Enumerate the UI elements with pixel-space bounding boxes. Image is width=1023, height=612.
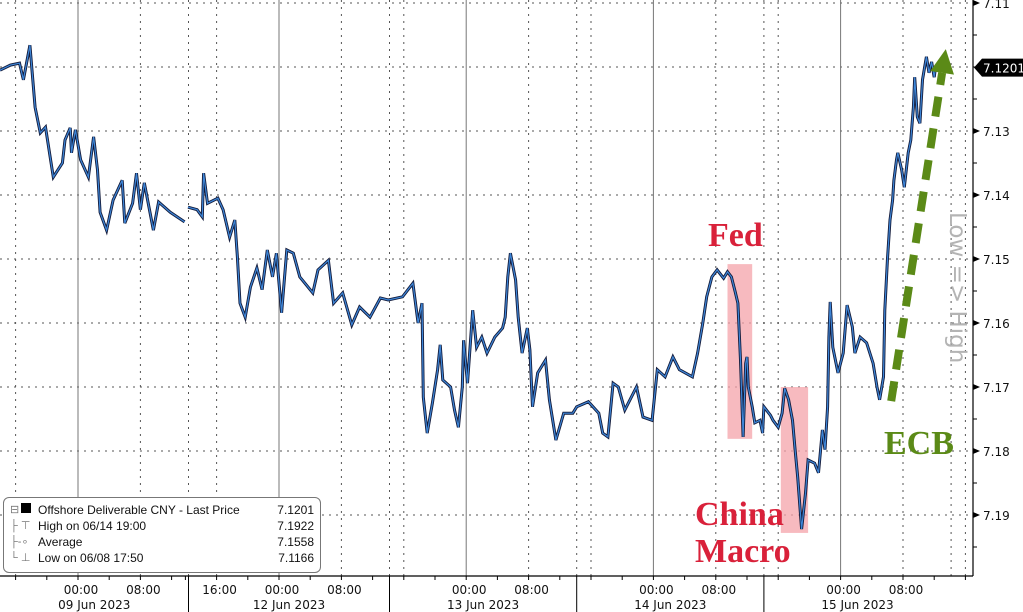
y-tick [973, 320, 980, 326]
grid [0, 0, 973, 576]
last-price-tag [974, 58, 1023, 77]
price-line [187, 56, 937, 530]
x-date-label: 13 Jun 2023 [447, 598, 519, 612]
y-tick-label: 7.13 [983, 125, 1010, 139]
y-tick [973, 256, 980, 262]
x-date-label: 09 Jun 2023 [58, 598, 130, 612]
y-tick [973, 0, 980, 7]
x-axis: 00:00 08:00 16:00 00:00 08:00 00:00 08:00 00:00… [0, 575, 973, 612]
legend-label: Average [38, 535, 83, 549]
price-series [0, 44, 937, 530]
x-date-label: 12 Jun 2023 [253, 598, 325, 612]
legend-item-low[interactable]: └ ⊥ Low on 06/08 17:50 7.1166 [10, 550, 314, 566]
x-tick-label: 08:00 [514, 583, 549, 597]
event-highlights [727, 264, 809, 533]
price-line [0, 45, 185, 233]
y-tick [973, 192, 980, 198]
x-tick-label: 08:00 [889, 583, 924, 597]
x-tick-label: 00:00 [639, 583, 674, 597]
legend-value: 7.1558 [277, 535, 314, 549]
x-tick-label: 00:00 [64, 583, 99, 597]
x-date-label: 14 Jun 2023 [634, 598, 706, 612]
y-tick-label: 7.16 [983, 317, 1010, 331]
y-tick-label: 7.14 [983, 189, 1010, 203]
y-axis-label: Low => High [944, 212, 970, 363]
y-axis: 7.11 7.13 7.14 7.15 7.16 7.17 7.18 7.19 7.1201 Lo… [944, 0, 1023, 576]
legend-label: High on 06/14 19:00 [38, 519, 147, 533]
y-tick [973, 128, 980, 134]
y-tick [973, 448, 980, 454]
black-square-icon: ⊟ [10, 502, 32, 518]
legend-value: 7.1201 [277, 503, 314, 517]
x-date-label: 15 Jun 2023 [821, 598, 893, 612]
dashed-up-arrow-head [930, 49, 954, 75]
legend-item-average[interactable]: ├-∘ Average 7.1558 [10, 534, 314, 550]
y-tick-label: 7.17 [983, 381, 1010, 395]
legend-item-high[interactable]: ├ ⊤ High on 06/14 19:00 7.1922 [10, 518, 314, 534]
legend-value: 7.1922 [277, 519, 314, 533]
legend-label: Low on 06/08 17:50 [38, 551, 144, 565]
y-tick [973, 384, 980, 390]
legend-value: 7.1166 [278, 551, 314, 565]
legend-label: Offshore Deliverable CNY - Last Price [38, 503, 240, 517]
last-price-label: 7.1201 [983, 62, 1023, 76]
x-tick-label: 16:00 [202, 583, 237, 597]
legend: ⊟ Offshore Deliverable CNY - Last Price … [3, 497, 321, 573]
y-tick [973, 512, 980, 518]
annotation-china: China [695, 496, 784, 533]
x-tick-label: 00:00 [826, 583, 861, 597]
price-line-outline [187, 56, 937, 530]
x-tick-label: 00:00 [265, 583, 300, 597]
x-tick-label: 08:00 [702, 583, 737, 597]
price-line-outline [0, 44, 186, 236]
annotation-ecb: ECB [884, 425, 954, 462]
annotation-macro: Macro [695, 533, 791, 570]
y-tick-label: 7.15 [983, 253, 1010, 267]
low-marker-icon: └ ⊥ [10, 552, 31, 564]
y-tick-label: 7.11 [983, 0, 1010, 11]
x-tick-label: 08:00 [126, 583, 161, 597]
annotation-fed: Fed [708, 217, 763, 254]
dashed-up-arrow-shaft [887, 72, 947, 402]
y-tick-label: 7.19 [983, 509, 1010, 523]
legend-item-last-price[interactable]: ⊟ Offshore Deliverable CNY - Last Price … [10, 502, 314, 518]
average-marker-icon: ├-∘ [10, 536, 29, 548]
y-tick-label: 7.18 [983, 445, 1010, 459]
x-tick-label: 08:00 [327, 583, 362, 597]
x-tick-label: 00:00 [452, 583, 487, 597]
high-marker-icon: ├ ⊤ [10, 520, 31, 532]
